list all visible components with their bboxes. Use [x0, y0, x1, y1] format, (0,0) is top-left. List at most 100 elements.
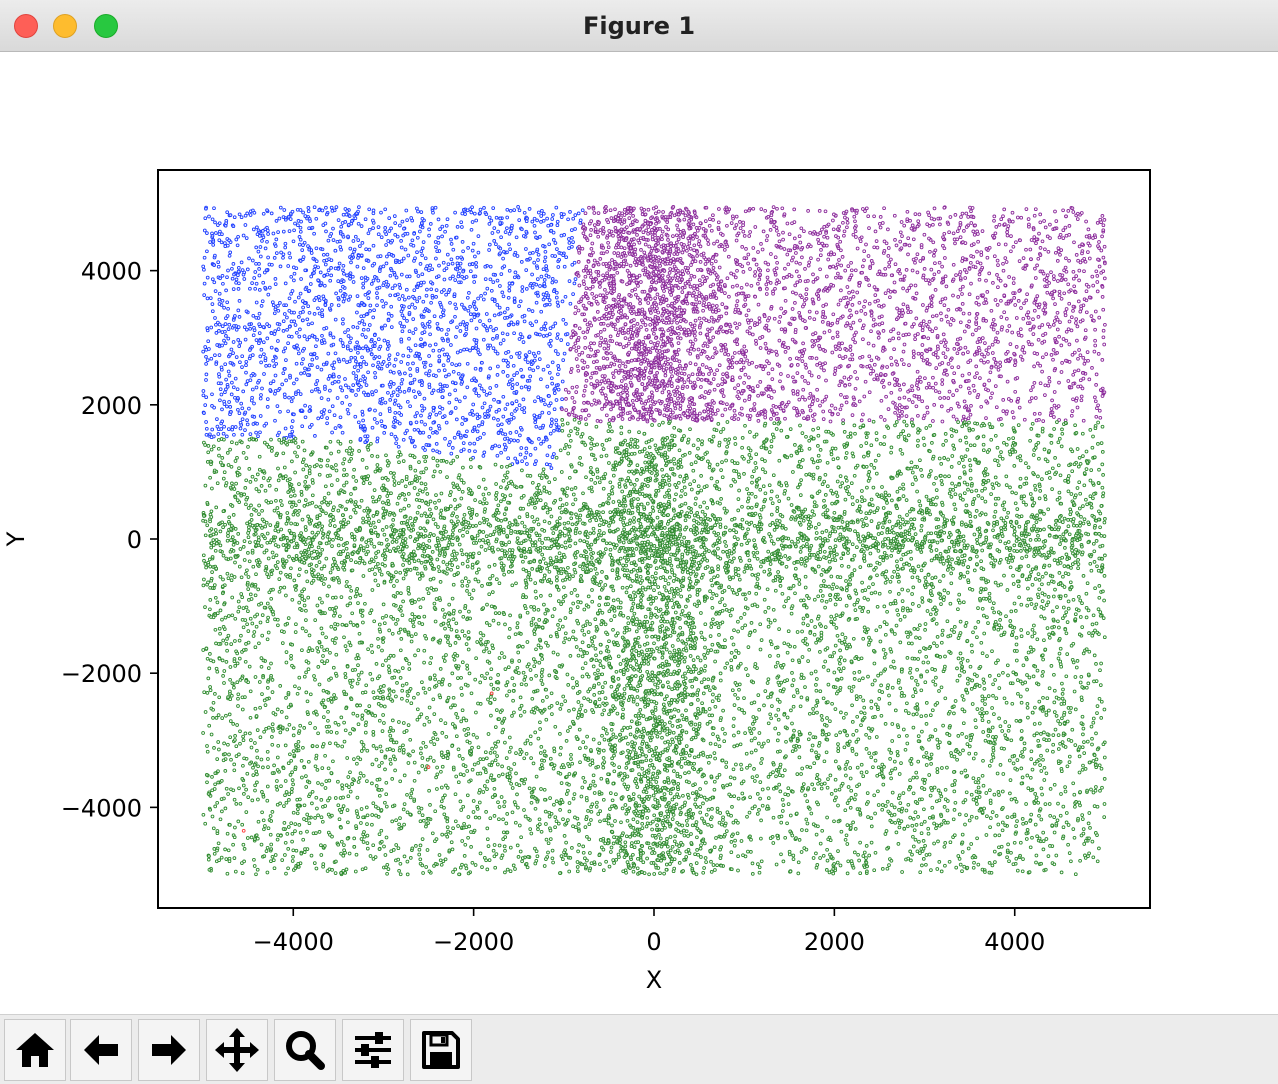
scatter-point-purple: [1097, 264, 1102, 269]
scatter-point-blue: [301, 310, 305, 314]
scatter-point-blue: [347, 214, 352, 218]
scatter-point-purple: [622, 374, 627, 379]
scatter-point-purple: [1032, 364, 1036, 369]
scatter-point-blue: [348, 271, 353, 276]
scatter-point-purple: [839, 403, 844, 408]
scatter-point-purple: [899, 357, 904, 362]
scatter-point-blue: [378, 397, 383, 402]
scatter-point-blue: [386, 283, 391, 287]
close-window-button[interactable]: [14, 14, 38, 38]
scatter-point-purple: [749, 318, 754, 323]
scatter-point-purple: [600, 374, 605, 378]
scatter-point-blue: [217, 302, 222, 306]
scatter-point-blue: [335, 396, 340, 400]
scatter-point-blue: [379, 210, 383, 215]
scatter-point-purple: [807, 260, 812, 265]
scatter-point-purple: [814, 292, 819, 296]
scatter-point-blue: [243, 428, 247, 432]
scatter-point-purple: [600, 407, 604, 411]
scatter-point-blue: [431, 420, 436, 425]
scatter-point-blue: [354, 211, 359, 216]
scatter-point-purple: [735, 233, 740, 238]
minimize-window-button[interactable]: [53, 14, 77, 38]
scatter-point-purple: [690, 293, 695, 298]
scatter-point-purple: [882, 239, 887, 244]
scatter-point-blue: [535, 218, 539, 223]
scatter-point-purple: [676, 331, 681, 336]
scatter-point-blue: [265, 208, 269, 213]
scatter-point-blue: [553, 386, 558, 391]
scatter-point-blue: [487, 215, 492, 220]
scatter-point-blue: [479, 293, 483, 298]
scatter-point-blue: [439, 314, 443, 319]
scatter-point-blue: [300, 424, 305, 429]
scatter-point-blue: [261, 325, 266, 329]
scatter-point-purple: [653, 296, 658, 301]
scatter-point-blue: [239, 260, 244, 265]
scatter-point-blue: [376, 337, 381, 342]
scatter-point-blue: [495, 373, 500, 377]
scatter-point-blue: [227, 373, 232, 378]
scatter-point-blue: [494, 326, 498, 331]
scatter-point-purple: [1071, 304, 1076, 309]
scatter-point-purple: [869, 358, 874, 363]
scatter-point-blue: [243, 213, 248, 218]
scatter-point-purple: [808, 408, 813, 413]
scatter-point-purple: [634, 312, 639, 316]
scatter-point-blue: [234, 355, 239, 359]
scatter-point-purple: [582, 282, 586, 286]
scatter-point-blue: [274, 355, 278, 360]
scatter-point-blue: [336, 379, 341, 384]
scatter-point-blue: [343, 383, 348, 388]
scatter-point-purple: [943, 355, 948, 359]
scatter-point-blue: [227, 238, 231, 243]
scatter-point-blue: [523, 384, 528, 389]
scatter-point-blue: [452, 435, 457, 440]
scatter-point-blue: [532, 358, 537, 363]
scatter-point-blue: [226, 268, 230, 273]
scatter-point-purple: [745, 413, 750, 418]
scatter-point-blue: [479, 386, 484, 391]
scatter-point-purple: [1071, 397, 1075, 402]
scatter-point-purple: [586, 401, 591, 405]
scatter-point-blue: [275, 404, 280, 408]
scatter-point-purple: [849, 326, 854, 331]
scatter-point-blue: [366, 259, 371, 263]
scatter-point-purple: [901, 349, 906, 354]
maximize-window-button[interactable]: [94, 14, 118, 38]
scatter-point-blue: [284, 358, 288, 362]
scatter-point-blue: [340, 294, 345, 298]
scatter-point-purple: [913, 260, 917, 265]
scatter-point-blue: [333, 380, 337, 384]
scatter-point-purple: [754, 262, 759, 267]
scatter-point-blue: [556, 265, 561, 269]
scatter-point-blue: [436, 327, 441, 331]
scatter-point-blue: [400, 313, 405, 318]
scatter-point-purple: [863, 379, 868, 384]
scatter-point-blue: [440, 395, 445, 399]
scatter-point-purple: [809, 256, 813, 261]
scatter-point-blue: [234, 237, 239, 242]
scatter-point-purple: [863, 299, 867, 304]
scatter-point-purple: [904, 414, 909, 418]
scatter-point-blue: [437, 450, 442, 455]
scatter-point-blue: [413, 327, 418, 331]
scatter-point-blue: [264, 421, 269, 426]
scatter-point-purple: [933, 261, 937, 266]
scatter-point-blue: [503, 316, 507, 320]
scatter-point-purple: [628, 302, 633, 306]
scatter-point-purple: [584, 408, 589, 412]
scatter-point-purple: [628, 263, 633, 268]
scatter-point-purple: [595, 419, 600, 423]
scatter-point-purple: [693, 231, 697, 236]
scatter-point-purple: [929, 267, 934, 272]
scatter-point-blue: [398, 223, 402, 228]
scatter-point-purple: [1083, 259, 1088, 264]
scatter-point-purple: [581, 231, 586, 236]
scatter-point-blue: [219, 365, 224, 370]
scatter-point-purple: [702, 395, 707, 400]
scatter-point-blue: [238, 420, 243, 425]
scatter-point-blue: [254, 281, 259, 286]
scatter-point-blue: [302, 371, 307, 375]
scatter-point-blue: [240, 406, 245, 411]
